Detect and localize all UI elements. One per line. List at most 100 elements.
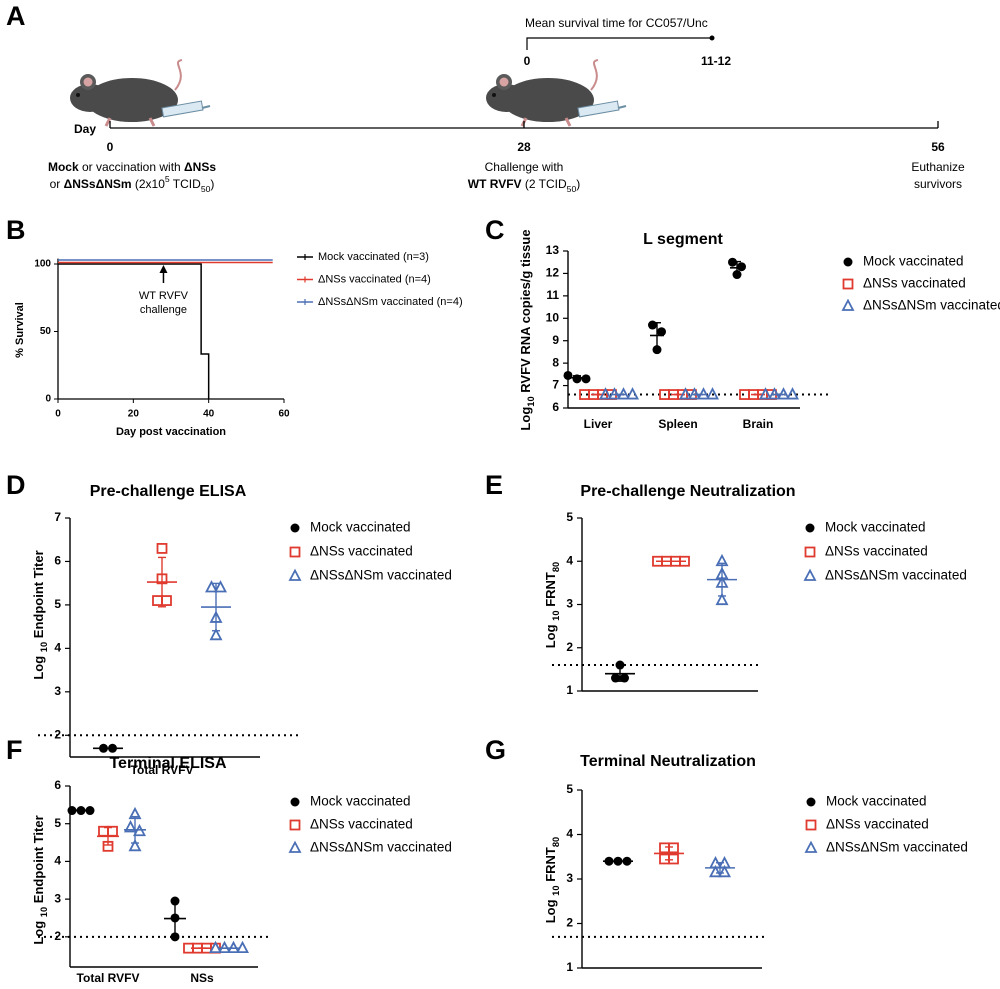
data-point: [739, 389, 750, 400]
text-part: FRNT: [543, 847, 558, 885]
y-tick-label: 2: [566, 640, 573, 654]
y-tick-label: 50: [40, 326, 52, 337]
y-tick-label: 7: [54, 510, 61, 524]
data-point: [648, 320, 657, 330]
chart-title: Pre-challenge Neutralization: [580, 483, 795, 500]
data-point: [599, 387, 612, 400]
legend-marker: [289, 546, 301, 558]
y-tick-label: 12: [546, 266, 560, 280]
legend-marker: [804, 840, 818, 853]
timeline-note: or ΔNSsΔNSm (2x105 TCID50): [50, 174, 215, 194]
chart-title: Terminal Neutralization: [580, 753, 756, 770]
legend-label: ΔNSs vaccinated: [310, 544, 413, 559]
y-axis-label: Log10 RVFV RNA copies/g tissue: [518, 229, 536, 430]
y-axis-label: Log 10 Endpoint Titer: [31, 550, 49, 679]
data-point: [728, 257, 737, 267]
inset-dot: [709, 35, 715, 41]
text-part: (2 TCID: [522, 177, 567, 191]
legend-label: Mock vaccinated: [826, 794, 927, 809]
y-tick-label: 5: [566, 782, 573, 796]
data-point: [657, 327, 666, 337]
data-point: [620, 673, 629, 683]
data-point: [652, 345, 662, 355]
text-part: Endpoint Titer: [31, 550, 46, 641]
y-axis-label: Log 10 Endpoint Titer: [31, 815, 49, 944]
timeline-note: Euthanize: [911, 160, 965, 174]
data-point: [156, 543, 168, 554]
y-tick-label: 4: [54, 641, 61, 655]
timeline-tick-label: 0: [107, 140, 114, 154]
text-part: Mock: [48, 160, 79, 174]
panel-letter: D: [6, 470, 26, 500]
legend-label: ΔNSs vaccinated: [310, 817, 413, 832]
chart-title: Terminal ELISA: [109, 755, 227, 772]
text-part: Challenge with: [485, 160, 564, 174]
legend-label: Mock vaccinated: [310, 520, 411, 535]
data-point: [679, 387, 692, 400]
legend-label: Mock vaccinated: [825, 520, 926, 535]
legend-marker: [288, 840, 302, 853]
text-part: Euthanize: [911, 160, 965, 174]
legend-marker: [805, 523, 815, 533]
data-point: [124, 820, 137, 833]
annotation-arrowhead: [159, 265, 168, 273]
legend-marker: [290, 523, 300, 533]
y-tick-label: 9: [552, 333, 559, 347]
y-tick-label: 3: [54, 684, 61, 698]
text-part: 80: [551, 562, 561, 572]
panel-letter: G: [485, 735, 506, 765]
legend-marker: [842, 278, 854, 290]
legend-marker: [288, 568, 302, 581]
y-tick-label: 6: [54, 554, 61, 568]
y-tick-label: 2: [566, 916, 573, 930]
text-part: 10: [551, 610, 561, 620]
timeline-note: Mock or vaccination with ΔNSs: [48, 160, 216, 174]
y-tick-label: 5: [54, 597, 61, 611]
data-point: [611, 673, 620, 683]
data-point: [209, 627, 223, 641]
timeline-note: Challenge with: [485, 160, 564, 174]
y-tick-label: 11: [546, 288, 559, 302]
text-part: Log: [31, 917, 46, 944]
data-point: [659, 842, 670, 854]
y-tick-label: 4: [566, 827, 573, 841]
data-point: [626, 387, 639, 400]
y-tick-label: 10: [546, 310, 560, 324]
survival-line: [58, 263, 210, 399]
text-part: ): [210, 177, 214, 191]
text-part: FRNT: [543, 572, 558, 610]
legend-label: ΔNSsΔNSm vaccinated: [863, 298, 1000, 313]
text-part: ): [576, 177, 580, 191]
text-part: 5: [165, 174, 170, 184]
data-point: [706, 387, 719, 400]
x-tick-label: Spleen: [658, 417, 697, 431]
text-part: RVFV RNA copies/g tissue: [518, 229, 533, 396]
text-part: Log: [518, 407, 533, 431]
legend-marker: [289, 819, 301, 831]
data-point: [615, 660, 625, 670]
data-point: [709, 864, 722, 878]
text-part: (2x10: [132, 177, 166, 191]
annotation: challenge: [140, 304, 187, 316]
legend-marker: [803, 568, 817, 581]
chart-title: Pre-challenge ELISA: [90, 483, 247, 500]
text-part: 50: [201, 184, 211, 194]
legend-marker: [805, 819, 817, 831]
legend-label: ΔNSsΔNSm vaccinated: [826, 840, 968, 855]
y-axis-label: % Survival: [14, 302, 26, 358]
mouse-illustration: [486, 59, 627, 127]
data-point: [659, 853, 670, 865]
legend-label: ΔNSsΔNSm vaccinated (n=4): [318, 296, 463, 308]
panel-letter: E: [485, 470, 503, 500]
y-tick-label: 6: [54, 778, 61, 792]
y-tick-label: 3: [566, 871, 573, 885]
text-part: 10: [551, 885, 561, 895]
timeline-note: survivors: [914, 177, 962, 191]
text-part: or vaccination with: [79, 160, 184, 174]
text-part: 50: [567, 184, 577, 194]
text-part: 80: [551, 837, 561, 847]
data-point: [786, 387, 799, 400]
data-point: [668, 853, 679, 865]
data-point: [128, 838, 142, 852]
